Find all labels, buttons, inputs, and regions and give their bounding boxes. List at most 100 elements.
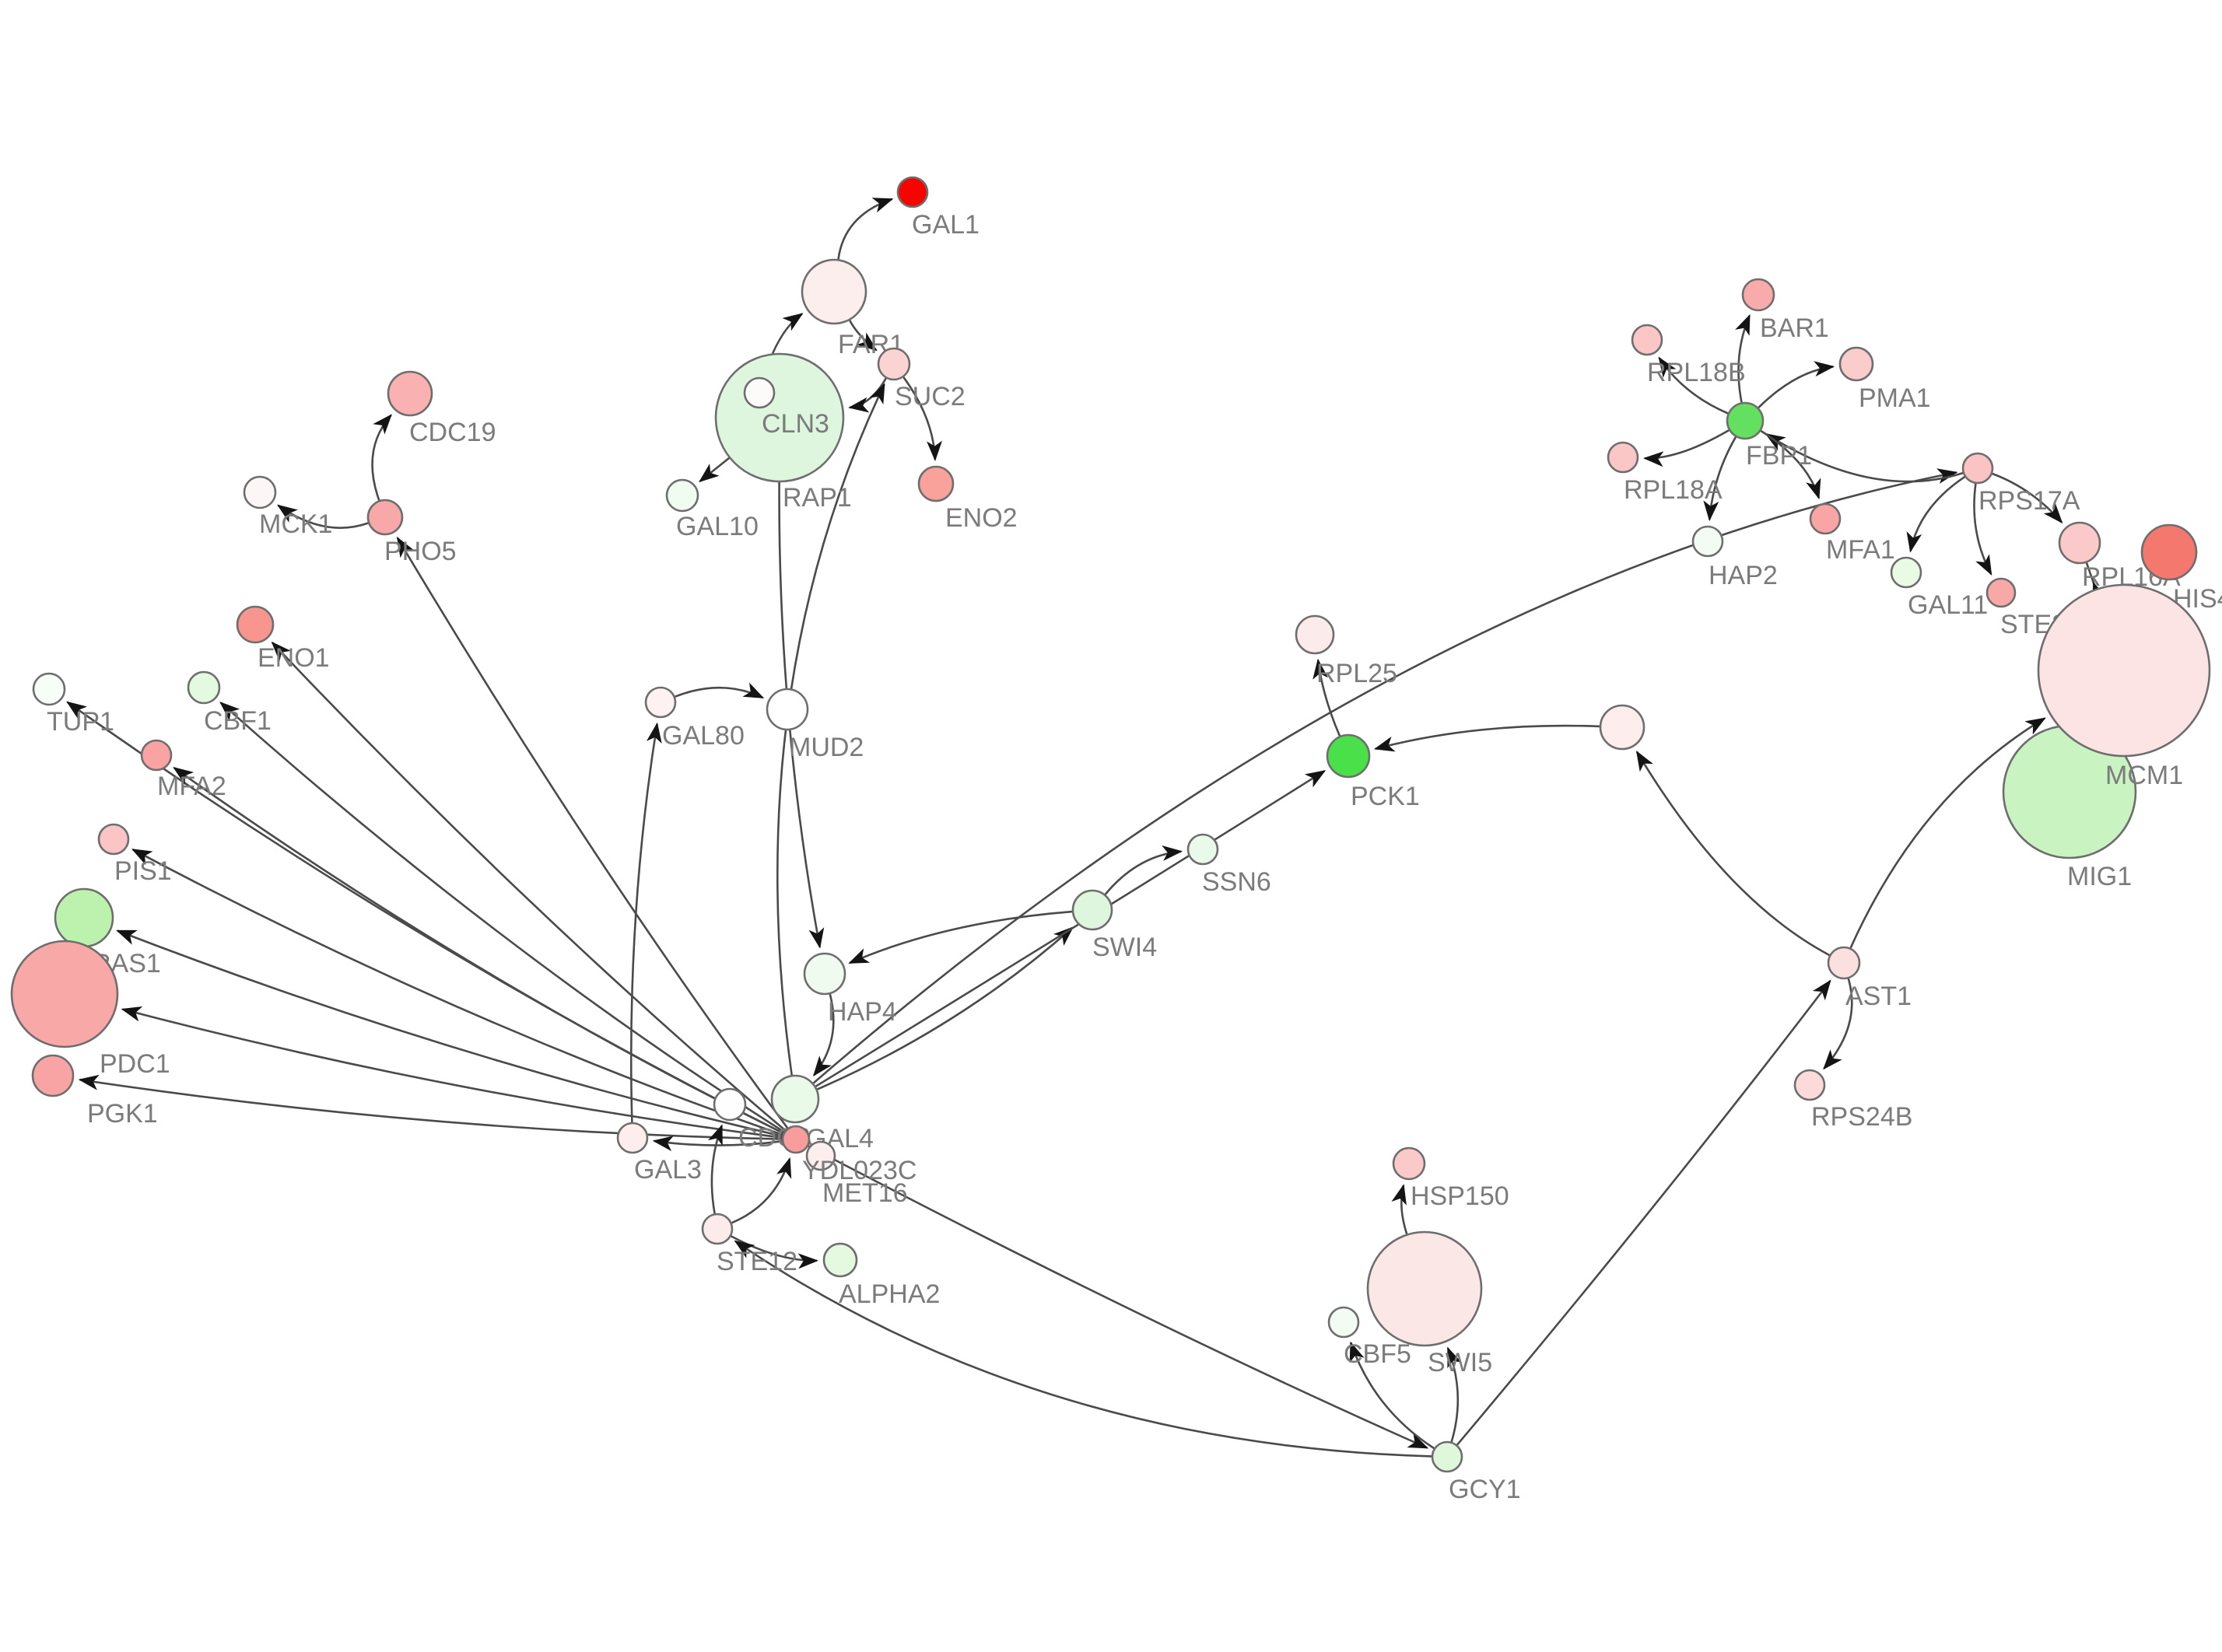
edge-AST1-NODE1[interactable] bbox=[1635, 750, 1831, 957]
edge-AST1-MCM1[interactable] bbox=[1849, 717, 2046, 949]
node-RPL18B[interactable]: RPL18B bbox=[1631, 324, 1746, 387]
node-HAP2[interactable]: HAP2 bbox=[1691, 525, 1778, 590]
node-circle-PCK1[interactable] bbox=[1326, 733, 1371, 779]
node-RPS17A[interactable]: RPS17A bbox=[1961, 452, 2080, 516]
edge-YDL023C-ENO1[interactable] bbox=[271, 641, 787, 1132]
node-GAL1[interactable]: GAL1 bbox=[896, 176, 980, 240]
edge-FBP1-BAR1[interactable] bbox=[1735, 313, 1751, 403]
edge-STE12-YDL023C[interactable] bbox=[731, 1157, 792, 1224]
edge-GAL3-GAL80[interactable] bbox=[629, 722, 662, 1123]
node-circle-FAR1[interactable] bbox=[801, 258, 867, 325]
edge-FBP1-PMA1[interactable] bbox=[1758, 361, 1835, 409]
node-MET16[interactable]: MET16 bbox=[805, 1140, 908, 1208]
edge-YDL023C-PHO5[interactable] bbox=[396, 536, 789, 1129]
node-MCK1[interactable]: MCK1 bbox=[243, 475, 332, 539]
edge-GAL4-RPS17A[interactable] bbox=[812, 468, 1958, 1084]
edge-RPS17A-GAL11[interactable] bbox=[1906, 476, 1966, 553]
node-SWI4[interactable]: SWI4 bbox=[1071, 889, 1157, 962]
node-circle-ENO2[interactable] bbox=[917, 465, 955, 502]
node-circle-HAP2[interactable] bbox=[1691, 525, 1724, 558]
node-PIS1[interactable]: PIS1 bbox=[97, 823, 172, 886]
edge-AST1-RPS24B[interactable] bbox=[1823, 978, 1853, 1070]
node-MCM1[interactable]: MCM1 bbox=[2037, 583, 2211, 790]
node-circle-GAL4[interactable] bbox=[770, 1074, 820, 1124]
node-circle-CDC6[interactable] bbox=[713, 1087, 747, 1122]
node-HSP150[interactable]: HSP150 bbox=[1392, 1146, 1509, 1211]
node-circle-GCY1[interactable] bbox=[1431, 1440, 1463, 1473]
node-MFA1[interactable]: MFA1 bbox=[1809, 502, 1895, 565]
node-CBF5[interactable]: CBF5 bbox=[1327, 1306, 1411, 1369]
edge-RPS17A-FBP1[interactable] bbox=[1765, 432, 1964, 483]
node-STE12[interactable]: STE12 bbox=[701, 1213, 797, 1276]
edge-RPS17A-RPL16A[interactable] bbox=[1992, 472, 2063, 524]
node-circle-PHO5[interactable] bbox=[366, 499, 404, 536]
node-circle-RPL18A[interactable] bbox=[1607, 441, 1639, 474]
node-circle-FBP1[interactable] bbox=[1726, 401, 1765, 440]
node-circle-MET16[interactable] bbox=[805, 1140, 836, 1171]
edge-YDL023C-PDC1[interactable] bbox=[121, 1006, 783, 1139]
edge-YDL023C-GCY1[interactable] bbox=[808, 1145, 1429, 1449]
node-SUC2[interactable]: SUC2 bbox=[877, 347, 966, 411]
node-GCY1[interactable]: GCY1 bbox=[1431, 1440, 1521, 1504]
edge-FBP1-HAP2[interactable] bbox=[1703, 436, 1737, 522]
node-GAL80[interactable]: GAL80 bbox=[644, 686, 745, 751]
edge-RPS17A-STE2[interactable] bbox=[1973, 483, 1992, 576]
edge-PCK1-RPL25[interactable] bbox=[1313, 658, 1341, 737]
node-circle-CBF5[interactable] bbox=[1327, 1306, 1360, 1339]
node-circle-SSN6[interactable] bbox=[1186, 833, 1219, 866]
node-circle-GAL3[interactable] bbox=[616, 1122, 649, 1154]
edge-FAR1-SUC2[interactable] bbox=[848, 320, 878, 352]
node-circle-MCM1[interactable] bbox=[2037, 583, 2211, 758]
node-GAL11[interactable]: GAL11 bbox=[1890, 556, 1988, 620]
node-circle-RPS24B[interactable] bbox=[1793, 1069, 1826, 1101]
node-circle-PIS1[interactable] bbox=[97, 823, 130, 856]
node-PCK1[interactable]: PCK1 bbox=[1326, 733, 1420, 811]
edge-GCY1-STE12[interactable] bbox=[734, 1240, 1432, 1458]
edge-NODE1-PCK1[interactable] bbox=[1373, 724, 1600, 752]
edge-YDL023C-CBF1[interactable] bbox=[219, 701, 785, 1133]
edge-SWI4-HAP4[interactable] bbox=[848, 910, 1073, 964]
edge-SWI5-HSP150[interactable] bbox=[1391, 1184, 1408, 1235]
node-SSN6[interactable]: SSN6 bbox=[1186, 833, 1271, 897]
node-YDL023C[interactable]: YDL023C bbox=[781, 1125, 916, 1185]
node-circle-SWI5[interactable] bbox=[1366, 1230, 1483, 1347]
node-CBF1[interactable]: CBF1 bbox=[187, 670, 272, 736]
node-circle-HSP150[interactable] bbox=[1392, 1146, 1426, 1181]
node-circle-RAS1[interactable] bbox=[54, 887, 114, 948]
edge-PHO5-CDC19[interactable] bbox=[371, 414, 392, 501]
edge-GCY1-SWI5[interactable] bbox=[1446, 1346, 1463, 1443]
node-PGK1[interactable]: PGK1 bbox=[31, 1054, 158, 1129]
node-RPL18A[interactable]: RPL18A bbox=[1607, 441, 1723, 505]
edge-YDL023C-PGK1[interactable] bbox=[78, 1074, 783, 1140]
node-GAL10[interactable]: GAL10 bbox=[665, 478, 759, 541]
node-circle-STE2[interactable] bbox=[1985, 577, 2017, 608]
edge-YDL023C-RAS1[interactable] bbox=[116, 929, 783, 1138]
node-PHO5[interactable]: PHO5 bbox=[366, 499, 457, 566]
node-circle-MCK1[interactable] bbox=[243, 475, 277, 509]
node-circle-GAL11[interactable] bbox=[1890, 556, 1922, 589]
edge-GAL4-PCK1[interactable] bbox=[815, 770, 1327, 1087]
node-ALPHA2[interactable]: ALPHA2 bbox=[822, 1242, 940, 1309]
edge-SUC2-ENO2[interactable] bbox=[902, 376, 943, 461]
node-ENO1[interactable]: ENO1 bbox=[236, 605, 330, 673]
node-circle-RPL18B[interactable] bbox=[1631, 324, 1663, 356]
node-CDC19[interactable]: CDC19 bbox=[387, 370, 496, 447]
edge-YDL023C-PIS1[interactable] bbox=[131, 849, 783, 1136]
node-circle-MUD2[interactable] bbox=[766, 688, 809, 731]
edge-GCY1-AST1[interactable] bbox=[1456, 979, 1831, 1446]
node-circle-AST1[interactable] bbox=[1827, 946, 1861, 980]
edge-SWI4-SSN6[interactable] bbox=[1104, 845, 1183, 895]
node-MFA2[interactable]: MFA2 bbox=[140, 739, 226, 801]
node-circle-YDL023C[interactable] bbox=[781, 1125, 811, 1154]
node-circle-BAR1[interactable] bbox=[1741, 278, 1775, 312]
node-circle-CDC19[interactable] bbox=[387, 370, 433, 417]
node-circle-ALPHA2[interactable] bbox=[822, 1242, 858, 1278]
node-circle-GAL1[interactable] bbox=[896, 176, 929, 208]
node-PDC1[interactable]: PDC1 bbox=[10, 940, 170, 1079]
edge-FBP1-RPL18A[interactable] bbox=[1643, 429, 1730, 467]
node-BAR1[interactable]: BAR1 bbox=[1741, 278, 1829, 343]
node-RAS1[interactable]: RAS1 bbox=[54, 887, 161, 978]
node-circle-MFA2[interactable] bbox=[140, 739, 173, 772]
node-circle-SWI4[interactable] bbox=[1071, 889, 1113, 931]
